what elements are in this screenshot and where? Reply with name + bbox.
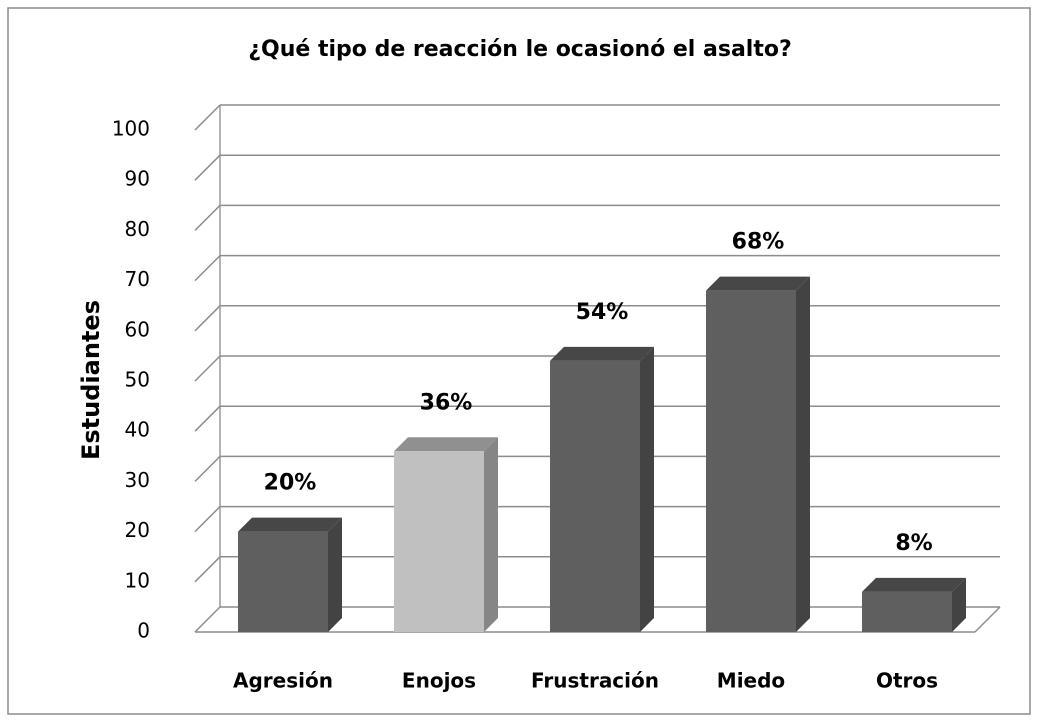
y-tick-label: 10 <box>125 568 150 592</box>
bar-side <box>484 437 498 632</box>
y-tick-label: 0 <box>137 619 150 643</box>
bar-top <box>862 577 966 592</box>
bar-top <box>394 437 498 452</box>
y-tick-label: 80 <box>125 217 150 241</box>
x-tick-label: Otros <box>876 669 938 693</box>
x-tick-label: Frustración <box>531 669 659 693</box>
y-tick-label: 60 <box>125 317 150 341</box>
grid-line-side <box>194 355 221 382</box>
bar <box>238 531 328 632</box>
y-tick-label: 40 <box>125 418 150 442</box>
x-tick-label: Agresión <box>233 669 333 693</box>
grid-line-side <box>194 204 221 231</box>
y-tick-label: 70 <box>125 267 150 291</box>
bar <box>706 290 796 632</box>
data-label: 8% <box>895 531 932 556</box>
bar-top <box>238 517 342 532</box>
grid-line-side <box>194 405 221 432</box>
bar <box>394 451 484 632</box>
chart-frame <box>7 7 1031 715</box>
bar-top <box>706 276 810 291</box>
grid-line-side <box>194 606 221 633</box>
data-label: 68% <box>732 230 785 255</box>
bar-top <box>550 346 654 361</box>
y-axis-label: Estudiantes <box>77 300 105 460</box>
x-tick-label: Enojos <box>402 669 476 693</box>
grid-line-side <box>194 556 221 583</box>
grid-line-side <box>194 255 221 282</box>
y-tick-label: 30 <box>125 468 150 492</box>
data-label: 36% <box>420 390 473 415</box>
bar-side <box>328 517 342 632</box>
bar <box>862 591 952 632</box>
grid-line-side <box>194 305 221 332</box>
y-tick-label: 50 <box>125 368 150 392</box>
data-label: 20% <box>264 471 317 496</box>
y-tick-label: 20 <box>125 518 150 542</box>
grid-line-side <box>194 154 221 181</box>
bar-side <box>796 276 810 632</box>
grid-line-side <box>194 455 221 482</box>
grid-line-side <box>194 104 221 131</box>
data-label: 54% <box>576 300 629 325</box>
bar <box>550 360 640 632</box>
x-tick-label: Miedo <box>717 669 785 693</box>
y-tick-label: 100 <box>112 117 150 141</box>
chart-title: ¿Qué tipo de reacción le ocasionó el asa… <box>248 37 791 62</box>
y-tick-label: 90 <box>125 167 150 191</box>
bar-side <box>952 577 966 632</box>
bar-side <box>640 346 654 632</box>
grid-line-side <box>194 506 221 533</box>
floor-right <box>974 606 1001 633</box>
